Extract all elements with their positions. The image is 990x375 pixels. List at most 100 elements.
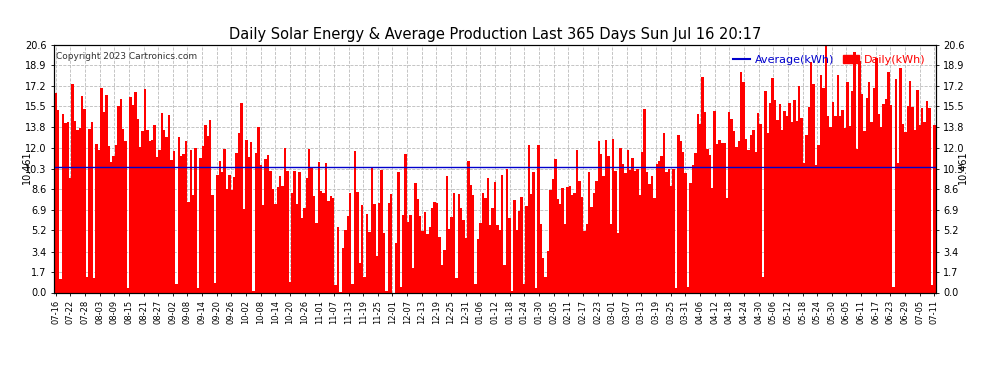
Bar	[105, 95, 108, 292]
Bar	[144, 90, 147, 292]
Bar	[356, 192, 358, 292]
Bar	[457, 194, 460, 292]
Bar	[585, 224, 588, 292]
Bar	[916, 90, 919, 292]
Bar	[873, 88, 875, 292]
Bar	[839, 116, 842, 292]
Bar	[153, 125, 155, 292]
Bar	[151, 140, 153, 292]
Bar	[262, 205, 264, 292]
Bar	[383, 233, 385, 292]
Bar	[752, 130, 754, 292]
Bar	[629, 170, 632, 292]
Bar	[521, 196, 523, 292]
Bar	[642, 152, 644, 292]
Bar	[694, 153, 697, 292]
Bar	[330, 196, 332, 292]
Bar	[447, 230, 450, 292]
Bar	[653, 198, 655, 292]
Bar	[373, 204, 375, 292]
Bar	[791, 122, 793, 292]
Bar	[83, 109, 86, 292]
Bar	[345, 230, 346, 292]
Bar	[436, 203, 439, 292]
Bar	[271, 189, 274, 292]
Bar	[54, 93, 56, 292]
Bar	[380, 170, 383, 292]
Bar	[76, 130, 78, 292]
Bar	[738, 141, 740, 292]
Bar	[680, 141, 682, 292]
Title: Daily Solar Energy & Average Production Last 365 Days Sun Jul 16 20:17: Daily Solar Energy & Average Production …	[229, 27, 761, 42]
Bar	[332, 198, 335, 292]
Bar	[59, 279, 61, 292]
Bar	[501, 175, 504, 292]
Bar	[117, 106, 120, 292]
Bar	[561, 188, 563, 292]
Bar	[711, 188, 714, 292]
Bar	[808, 107, 810, 292]
Bar	[885, 99, 887, 292]
Bar	[486, 178, 489, 292]
Bar	[370, 168, 373, 292]
Bar	[733, 131, 736, 292]
Bar	[130, 97, 132, 292]
Bar	[627, 150, 629, 292]
Bar	[934, 125, 936, 292]
Bar	[684, 172, 687, 292]
Bar	[142, 131, 144, 292]
Bar	[543, 258, 545, 292]
Bar	[276, 186, 279, 292]
Bar	[214, 283, 216, 292]
Bar	[714, 111, 716, 292]
Bar	[525, 206, 528, 292]
Bar	[771, 78, 774, 292]
Bar	[848, 126, 851, 292]
Bar	[197, 288, 199, 292]
Bar	[716, 144, 719, 292]
Bar	[890, 105, 892, 292]
Bar	[902, 124, 904, 292]
Bar	[467, 160, 469, 292]
Bar	[726, 198, 728, 292]
Bar	[113, 156, 115, 292]
Bar	[199, 158, 202, 292]
Bar	[361, 205, 363, 292]
Bar	[513, 200, 516, 292]
Bar	[147, 130, 148, 292]
Bar	[211, 195, 214, 292]
Bar	[250, 142, 252, 292]
Bar	[887, 72, 890, 292]
Bar	[368, 232, 370, 292]
Bar	[281, 186, 284, 292]
Bar	[385, 291, 387, 292]
Bar	[259, 165, 262, 292]
Bar	[103, 112, 105, 292]
Bar	[863, 131, 865, 292]
Bar	[813, 84, 815, 292]
Bar	[455, 278, 457, 292]
Bar	[764, 92, 766, 292]
Bar	[323, 194, 325, 292]
Bar	[783, 111, 786, 292]
Bar	[308, 148, 310, 292]
Bar	[810, 62, 813, 292]
Bar	[284, 148, 286, 292]
Bar	[170, 160, 172, 292]
Bar	[860, 94, 863, 292]
Bar	[533, 172, 535, 292]
Bar	[672, 169, 675, 292]
Bar	[546, 251, 549, 292]
Bar	[243, 210, 246, 292]
Bar	[766, 133, 769, 292]
Bar	[397, 172, 400, 292]
Bar	[127, 288, 130, 292]
Bar	[868, 81, 870, 292]
Bar	[805, 135, 808, 292]
Bar	[407, 222, 409, 292]
Bar	[639, 195, 642, 292]
Bar	[749, 135, 752, 292]
Bar	[518, 211, 521, 292]
Bar	[132, 105, 134, 292]
Bar	[66, 122, 69, 292]
